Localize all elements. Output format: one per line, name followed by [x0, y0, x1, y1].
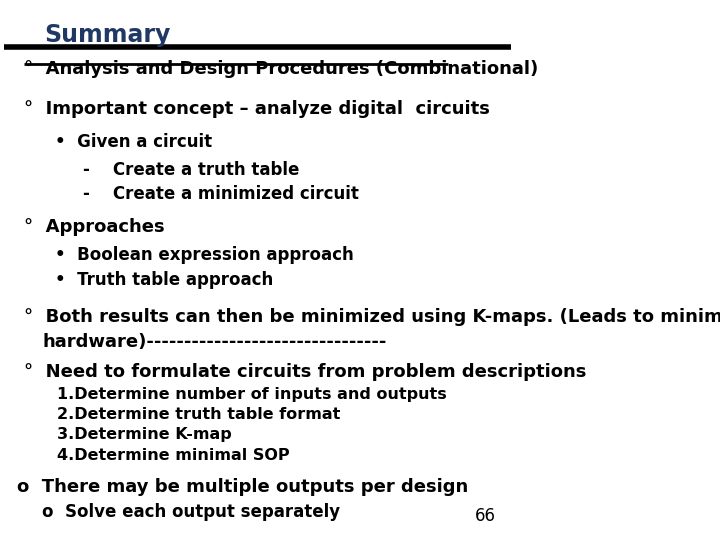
Text: hardware)--------------------------------: hardware)-------------------------------…: [42, 333, 387, 351]
Text: -    Create a truth table: - Create a truth table: [83, 161, 299, 179]
Text: o  There may be multiple outputs per design: o There may be multiple outputs per desi…: [17, 478, 468, 496]
Text: o  Solve each output separately: o Solve each output separately: [42, 503, 341, 521]
Text: 4.Determine minimal SOP: 4.Determine minimal SOP: [58, 448, 290, 463]
Text: 2.Determine truth table format: 2.Determine truth table format: [58, 407, 341, 422]
Text: 66: 66: [475, 507, 496, 525]
Text: Summary: Summary: [45, 23, 171, 47]
Text: °  Need to formulate circuits from problem descriptions: ° Need to formulate circuits from proble…: [24, 363, 587, 381]
Text: 3.Determine K-map: 3.Determine K-map: [58, 427, 232, 442]
Text: °  Important concept – analyze digital  circuits: ° Important concept – analyze digital ci…: [24, 100, 490, 118]
Text: •  Boolean expression approach: • Boolean expression approach: [55, 246, 354, 264]
Text: °  Analysis and Design Procedures (Combinational): ° Analysis and Design Procedures (Combin…: [24, 60, 539, 78]
Text: •  Given a circuit: • Given a circuit: [55, 133, 212, 151]
Text: -    Create a minimized circuit: - Create a minimized circuit: [83, 185, 359, 203]
Text: •  Truth table approach: • Truth table approach: [55, 271, 273, 289]
Text: 1.Determine number of inputs and outputs: 1.Determine number of inputs and outputs: [58, 387, 447, 402]
Text: °  Approaches: ° Approaches: [24, 218, 165, 236]
Text: °  Both results can then be minimized using K-maps. (Leads to minimized: ° Both results can then be minimized usi…: [24, 308, 720, 326]
